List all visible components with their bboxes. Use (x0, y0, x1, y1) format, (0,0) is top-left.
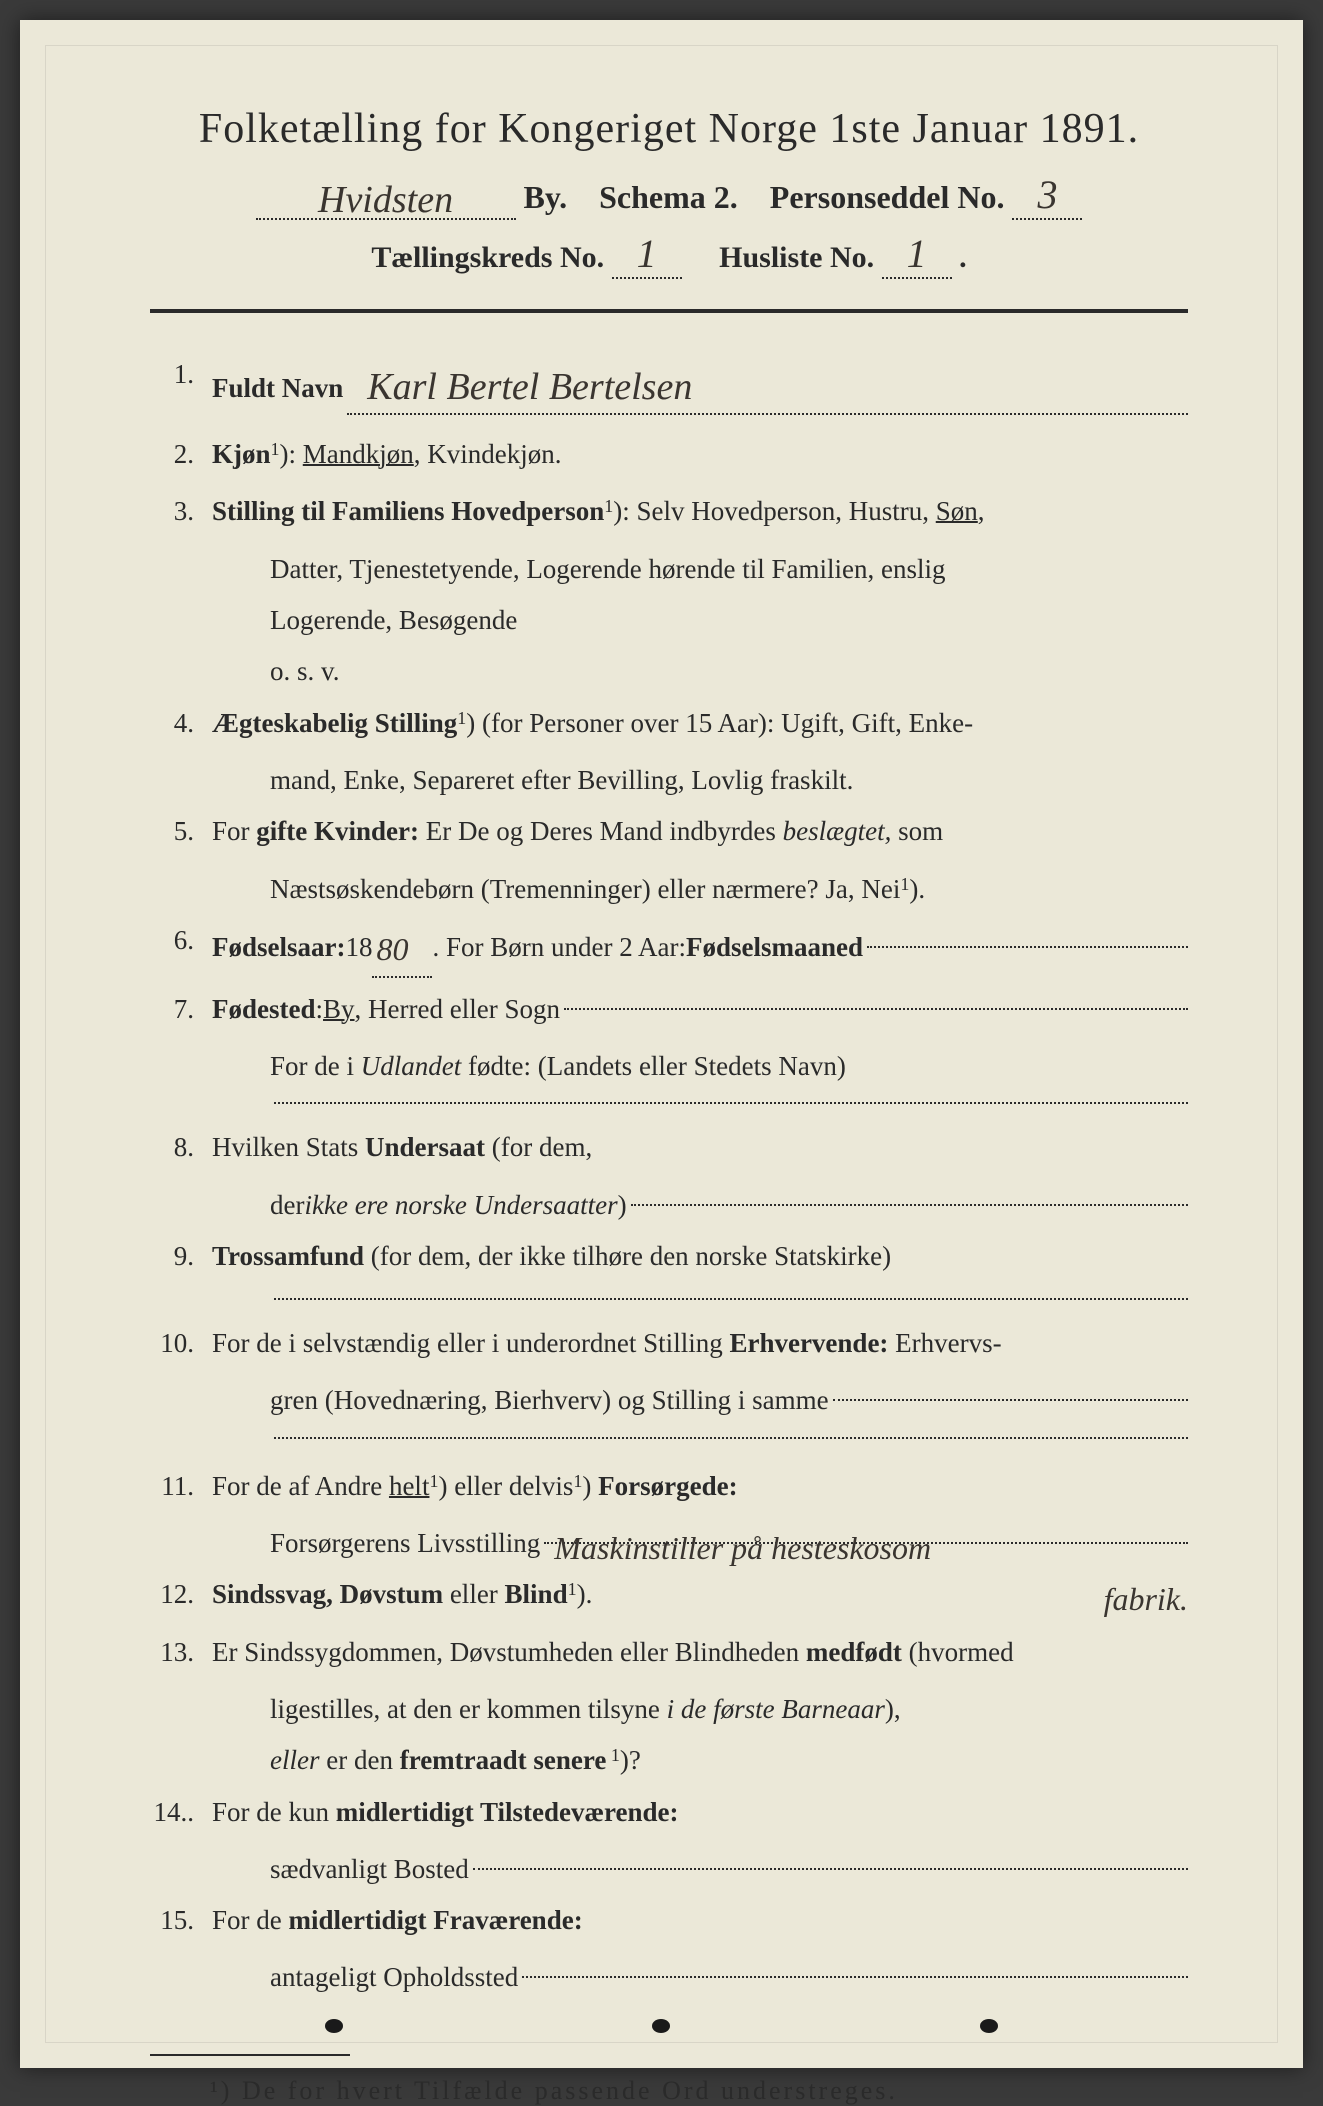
row-num: 5. (150, 806, 212, 857)
row-num: 1. (150, 349, 212, 423)
husliste-number: 1 (907, 231, 927, 276)
row-num: 7. (150, 984, 212, 1035)
selected-gender: Mandkjøn (303, 439, 414, 469)
row-5: 5. For gifte Kvinder: Er De og Deres Man… (150, 806, 1188, 857)
row-num: 6. (150, 915, 212, 978)
row-11-cont: Forsørgerens Livsstilling Maskinstiller … (150, 1518, 1188, 1569)
husliste-label: Husliste No. (719, 241, 874, 274)
row-13-cont: ligestilles, at den er kommen tilsyne i … (150, 1684, 1188, 1735)
schema-label: Schema 2. (599, 179, 738, 215)
row-2: 2. Kjøn1): Mandkjøn, Kvindekjøn. (150, 429, 1188, 480)
row-3: 3. Stilling til Familiens Hovedperson1):… (150, 486, 1188, 537)
birthplace-field (564, 990, 1188, 1010)
field-label: gifte Kvinder: (256, 816, 419, 846)
person-label: Personseddel No. (770, 179, 1005, 215)
row-num: 2. (150, 429, 212, 480)
form-header: Folketælling for Kongeriget Norge 1ste J… (150, 105, 1188, 279)
row-3-cont: o. s. v. (150, 646, 1188, 697)
subtitle-row-1: Hvidsten By. Schema 2. Personseddel No. … (150, 171, 1188, 220)
row-num: 12. (150, 1569, 212, 1620)
form-title: Folketælling for Kongeriget Norge 1ste J… (150, 105, 1188, 153)
form-body: 1. Fuldt Navn Karl Bertel Bertelsen 2. K… (150, 349, 1188, 2004)
row-13-cont: eller er den fremtraadt senere 1)? (150, 1735, 1188, 1786)
row-14: 14.. For de kun midlertidigt Tilstedevær… (150, 1787, 1188, 1838)
field-label: Kjøn (212, 439, 271, 469)
birth-month-field (867, 928, 1188, 948)
field-label: Erhvervende: (729, 1328, 888, 1358)
field-label: Undersaat (365, 1132, 485, 1162)
footnote: ¹) De for hvert Tilfælde passende Ord un… (150, 2076, 1188, 2106)
field-label: Forsørgede: (598, 1471, 737, 1501)
field-label: midlertidigt Tilstedeværende: (336, 1797, 679, 1827)
row-5-cont: Næstsøskendebørn (Tremenninger) eller næ… (150, 864, 1188, 915)
row-15-cont: antageligt Opholdssted (150, 1952, 1188, 2003)
row-num: 3. (150, 486, 212, 537)
row-7-blank (150, 1092, 1188, 1112)
by-label: By. (524, 179, 568, 215)
row-6: 6. Fødselsaar: 1880. For Børn under 2 Aa… (150, 915, 1188, 978)
name-value: Karl Bertel Bertelsen (347, 366, 692, 408)
row-num: 13. (150, 1627, 212, 1678)
row-4: 4. Ægteskabelig Stilling1) (for Personer… (150, 698, 1188, 749)
row-10: 10. For de i selvstændig eller i underor… (150, 1318, 1188, 1369)
row-num: 15. (150, 1895, 212, 1946)
row-num: 4. (150, 698, 212, 749)
subtitle-row-2: Tællingskreds No. 1 Husliste No. 1 . (150, 230, 1188, 279)
field-label: midlertidigt Fraværende: (289, 1905, 583, 1935)
census-form-page: Folketælling for Kongeriget Norge 1ste J… (20, 20, 1303, 2068)
birth-year: 80 (376, 931, 408, 967)
kreds-number: 1 (637, 231, 657, 276)
field-label: Ægteskabelig Stilling (212, 708, 457, 738)
field-label: Fuldt Navn (212, 363, 343, 414)
row-13: 13. Er Sindssygdommen, Døvstumheden elle… (150, 1627, 1188, 1678)
row-3-cont: Logerende, Besøgende (150, 595, 1188, 646)
row-7: 7. Fødested: By, Herred eller Sogn (150, 984, 1188, 1035)
footnote-rule (150, 2054, 350, 2056)
paper-spots (20, 2019, 1303, 2033)
row-9-blank (150, 1288, 1188, 1308)
header-rule (150, 309, 1188, 313)
row-4-cont: mand, Enke, Separeret efter Bevilling, L… (150, 755, 1188, 806)
row-11: 11. For de af Andre helt1) eller delvis1… (150, 1461, 1188, 1512)
row-10-blank (150, 1427, 1188, 1447)
row-14-cont: sædvanligt Bosted (150, 1844, 1188, 1895)
field-label: Fødested (212, 984, 316, 1035)
field-label: Trossamfund (212, 1241, 364, 1271)
person-number: 3 (1037, 172, 1057, 217)
provider-value-2: fabrik. (1104, 1569, 1188, 1630)
row-num: 11. (150, 1461, 212, 1512)
row-9: 9. Trossamfund (for dem, der ikke tilhør… (150, 1231, 1188, 1282)
row-15: 15. For de midlertidigt Fraværende: (150, 1895, 1188, 1946)
row-num: 9. (150, 1231, 212, 1282)
field-label: Sindssvag, Døvstum (212, 1579, 443, 1609)
row-num: 8. (150, 1122, 212, 1173)
row-12: 12. Sindssvag, Døvstum eller Blind1). fa… (150, 1569, 1188, 1620)
ink-spot (652, 2019, 670, 2033)
selected-relation: Søn (936, 496, 978, 526)
city-handwritten: Hvidsten (318, 179, 453, 221)
ink-spot (325, 2019, 343, 2033)
row-3-cont: Datter, Tjenestetyende, Logerende hørend… (150, 544, 1188, 595)
field-label: Fødselsaar: (212, 922, 345, 973)
ink-spot (980, 2019, 998, 2033)
kreds-label: Tællingskreds No. (371, 241, 604, 274)
row-8: 8. Hvilken Stats Undersaat (for dem, (150, 1122, 1188, 1173)
row-1: 1. Fuldt Navn Karl Bertel Bertelsen (150, 349, 1188, 423)
row-num: 14.. (150, 1787, 212, 1838)
field-label: Stilling til Familiens Hovedperson (212, 496, 604, 526)
selected-birthplace: By (323, 984, 355, 1035)
row-8-cont: der ikke ere norske Undersaatter) (150, 1180, 1188, 1231)
row-num: 10. (150, 1318, 212, 1369)
name-field: Karl Bertel Bertelsen (347, 341, 1188, 415)
